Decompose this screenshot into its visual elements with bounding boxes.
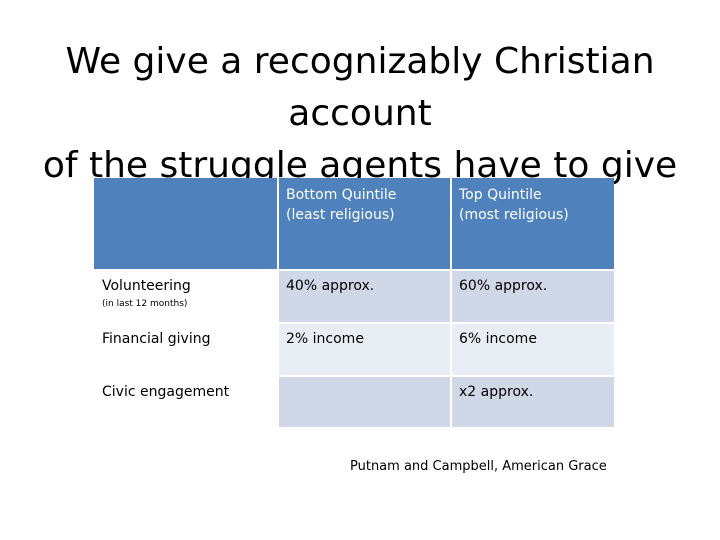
comparison-table: Bottom Quintile (least religious) Top Qu… bbox=[94, 178, 614, 427]
header-corner-cell bbox=[94, 178, 279, 269]
header-top-quintile-title: Top Quintile bbox=[459, 187, 542, 203]
bottom-quintile-value: 2% income bbox=[279, 322, 452, 375]
header-top-quintile-note: (most religious) bbox=[459, 207, 569, 223]
top-quintile-value: 60% approx. bbox=[452, 269, 614, 322]
header-bottom-quintile: Bottom Quintile (least religious) bbox=[279, 178, 452, 269]
slide-title: We give a recognizably Christian account… bbox=[0, 36, 720, 192]
row-label-cell: Civic engagement bbox=[94, 375, 279, 427]
bottom-quintile-value bbox=[279, 375, 452, 427]
header-bottom-quintile-note: (least religious) bbox=[286, 207, 395, 223]
row-sublabel: (in last 12 months) bbox=[102, 299, 188, 309]
row-label: Volunteering bbox=[102, 278, 191, 294]
table-row: Financial giving 2% income 6% income bbox=[94, 322, 614, 375]
source-citation: Putnam and Campbell, American Grace bbox=[350, 459, 607, 474]
top-quintile-value: x2 approx. bbox=[452, 375, 614, 427]
row-label-cell: Financial giving bbox=[94, 322, 279, 375]
row-label: Civic engagement bbox=[102, 384, 230, 400]
header-top-quintile: Top Quintile (most religious) bbox=[452, 178, 614, 269]
top-quintile-value: 6% income bbox=[452, 322, 614, 375]
slide-title-line-1: We give a recognizably Christian account bbox=[65, 41, 655, 134]
row-label: Financial giving bbox=[102, 331, 211, 347]
header-bottom-quintile-title: Bottom Quintile bbox=[286, 187, 397, 203]
table-row: Civic engagement x2 approx. bbox=[94, 375, 614, 427]
bottom-quintile-value: 40% approx. bbox=[279, 269, 452, 322]
table-row: Volunteering (in last 12 months) 40% app… bbox=[94, 269, 614, 322]
table-header-row: Bottom Quintile (least religious) Top Qu… bbox=[94, 178, 614, 269]
row-label-cell: Volunteering (in last 12 months) bbox=[94, 269, 279, 322]
